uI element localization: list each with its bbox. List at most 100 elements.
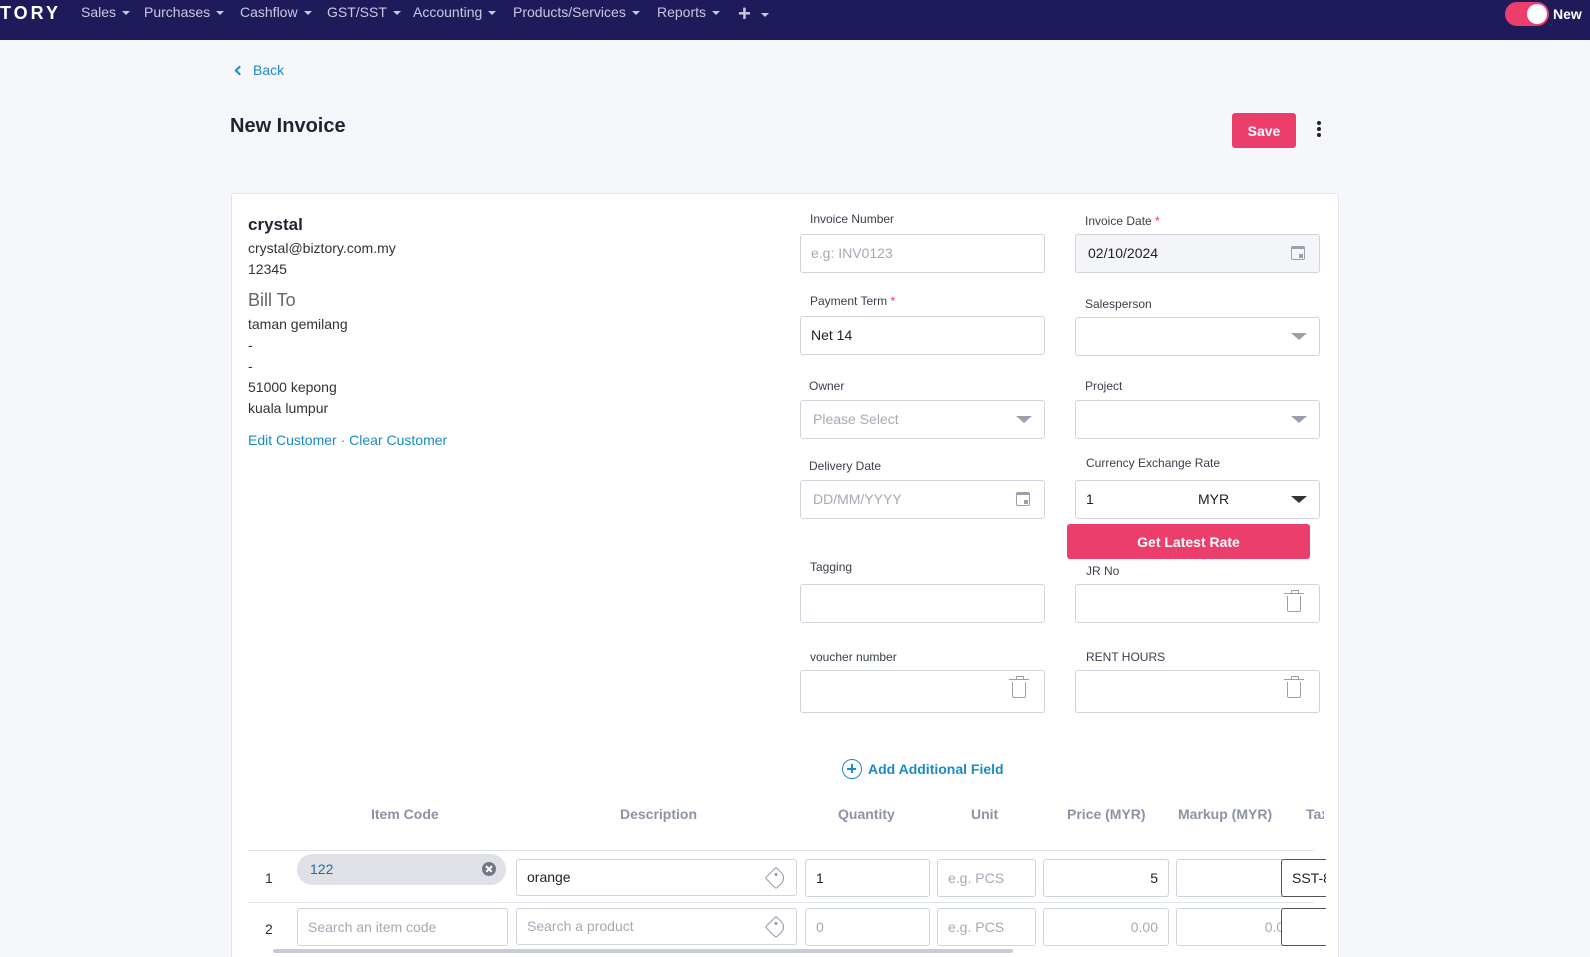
unit-field[interactable]: e.g. PCS — [937, 859, 1036, 897]
project-label: Project — [1085, 379, 1123, 393]
back-link[interactable]: Back — [234, 62, 285, 78]
trash-icon[interactable] — [1284, 676, 1304, 698]
item-code-chip[interactable]: 122 — [297, 854, 506, 885]
payment-term-field[interactable]: Net 14 — [800, 316, 1045, 355]
tax-select[interactable]: SST-8 — [1281, 859, 1326, 897]
description-field[interactable]: Search a product — [516, 908, 797, 945]
salesperson-select[interactable] — [1075, 317, 1320, 356]
plus-icon: + — [738, 1, 751, 26]
edit-customer-link[interactable]: Edit Customer — [248, 432, 337, 448]
more-options-icon[interactable] — [1316, 121, 1322, 141]
chevron-down-icon — [122, 11, 131, 16]
item-code-search-field[interactable]: Search an item code — [297, 908, 508, 946]
tag-icon[interactable] — [764, 866, 788, 890]
address-line: kuala lumpur — [248, 400, 329, 416]
rent-hours-label: RENT HOURS — [1086, 650, 1166, 664]
invoice-number-field[interactable]: e.g: INV0123 — [800, 234, 1045, 273]
new-ui-toggle[interactable] — [1505, 2, 1549, 26]
calendar-icon[interactable] — [1291, 246, 1305, 260]
brand-logo[interactable]: TORY — [0, 3, 62, 23]
currency-rate-value: 1 — [1086, 491, 1094, 507]
nav-products-services-label: Products/Services — [513, 4, 626, 20]
nav-sales[interactable]: Sales — [81, 4, 131, 20]
unit-placeholder: e.g. PCS — [948, 919, 1005, 935]
description-value: orange — [527, 869, 571, 885]
customer-email: crystal@biztory.com.my — [248, 240, 396, 256]
nav-purchases-label: Purchases — [144, 4, 211, 20]
tagging-field[interactable] — [800, 584, 1045, 623]
nav-purchases[interactable]: Purchases — [144, 4, 225, 20]
currency-code[interactable]: MYR — [1198, 491, 1230, 507]
price-placeholder: 0.00 — [1130, 919, 1158, 935]
nav-gst-sst[interactable]: GST/SST — [327, 4, 401, 20]
unit-field[interactable]: e.g. PCS — [937, 908, 1036, 946]
row-number: 1 — [265, 870, 273, 886]
add-circle-icon — [842, 759, 862, 779]
tax-select[interactable] — [1281, 908, 1326, 946]
nav-products-services[interactable]: Products/Services — [513, 4, 640, 20]
col-item-code: Item Code — [371, 806, 439, 822]
nav-accounting[interactable]: Accounting — [413, 4, 497, 20]
price-field[interactable]: 5 — [1043, 859, 1169, 897]
trash-icon[interactable] — [1284, 590, 1304, 612]
item-code-placeholder: Search an item code — [308, 919, 437, 935]
address-line: - — [248, 337, 253, 353]
chevron-down-icon — [488, 11, 497, 16]
invoice-date-label: Invoice Date * — [1085, 214, 1160, 228]
trash-icon[interactable] — [1009, 676, 1029, 698]
quantity-placeholder: 0 — [816, 919, 824, 935]
delivery-date-field[interactable]: DD/MM/YYYY — [800, 480, 1045, 519]
quantity-field[interactable]: 1 — [805, 859, 930, 897]
nav-sales-label: Sales — [81, 4, 117, 20]
nav-reports[interactable]: Reports — [657, 4, 721, 20]
description-field[interactable]: orange — [516, 859, 797, 896]
save-button[interactable]: Save — [1232, 113, 1296, 148]
nav-gst-sst-label: GST/SST — [327, 4, 387, 20]
add-additional-field-label: Add Additional Field — [868, 761, 1004, 777]
col-description: Description — [620, 806, 698, 822]
calendar-icon[interactable] — [1016, 492, 1030, 506]
nav-reports-label: Reports — [657, 4, 707, 20]
tag-icon[interactable] — [764, 915, 788, 939]
owner-select[interactable]: Please Select — [800, 400, 1045, 439]
required-marker: * — [1155, 214, 1160, 228]
delivery-date-label: Delivery Date — [809, 459, 882, 473]
clear-icon[interactable] — [482, 862, 496, 876]
chevron-down-icon — [392, 11, 401, 16]
price-field[interactable]: 0.00 — [1043, 908, 1169, 946]
clear-customer-link[interactable]: Clear Customer — [349, 432, 448, 448]
jr-no-field[interactable] — [1075, 584, 1320, 623]
nav-cashflow[interactable]: Cashflow — [240, 4, 312, 20]
payment-term-value: Net 14 — [811, 327, 853, 343]
invoice-date-value: 02/10/2024 — [1088, 245, 1159, 261]
customer-links: Edit Customer · Clear Customer — [248, 432, 447, 448]
page-title: New Invoice — [230, 115, 346, 137]
chevron-down-icon — [1016, 416, 1032, 423]
invoice-date-field[interactable]: 02/10/2024 — [1075, 234, 1320, 273]
unit-placeholder: e.g. PCS — [948, 870, 1005, 886]
col-unit: Unit — [971, 806, 999, 822]
quantity-field[interactable]: 0 — [805, 908, 930, 946]
currency-rate-field[interactable]: 1 MYR — [1075, 480, 1320, 519]
nav-add-menu[interactable]: + — [738, 1, 769, 27]
rent-hours-field[interactable] — [1075, 670, 1320, 713]
toggle-label: New — [1553, 6, 1582, 22]
row-number: 2 — [265, 921, 273, 937]
chevron-down-icon — [303, 11, 312, 16]
chevron-down-icon[interactable] — [1291, 496, 1307, 503]
required-marker: * — [890, 294, 896, 308]
tax-value: SST-8 — [1292, 870, 1326, 886]
chevron-down-icon — [631, 11, 640, 16]
add-additional-field-button[interactable]: Add Additional Field — [842, 759, 1004, 779]
get-latest-rate-button[interactable]: Get Latest Rate — [1067, 524, 1310, 559]
jr-no-label: JR No — [1086, 564, 1120, 578]
table-horizontal-scrollbar[interactable] — [273, 949, 1013, 953]
voucher-number-field[interactable] — [800, 670, 1045, 713]
project-select[interactable] — [1075, 400, 1320, 439]
chevron-down-icon — [1291, 333, 1307, 340]
delivery-date-placeholder: DD/MM/YYYY — [813, 491, 902, 507]
currency-rate-label: Currency Exchange Rate — [1086, 456, 1221, 470]
link-separator: · — [340, 432, 346, 448]
table-divider — [248, 850, 1314, 851]
back-label: Back — [253, 62, 285, 78]
